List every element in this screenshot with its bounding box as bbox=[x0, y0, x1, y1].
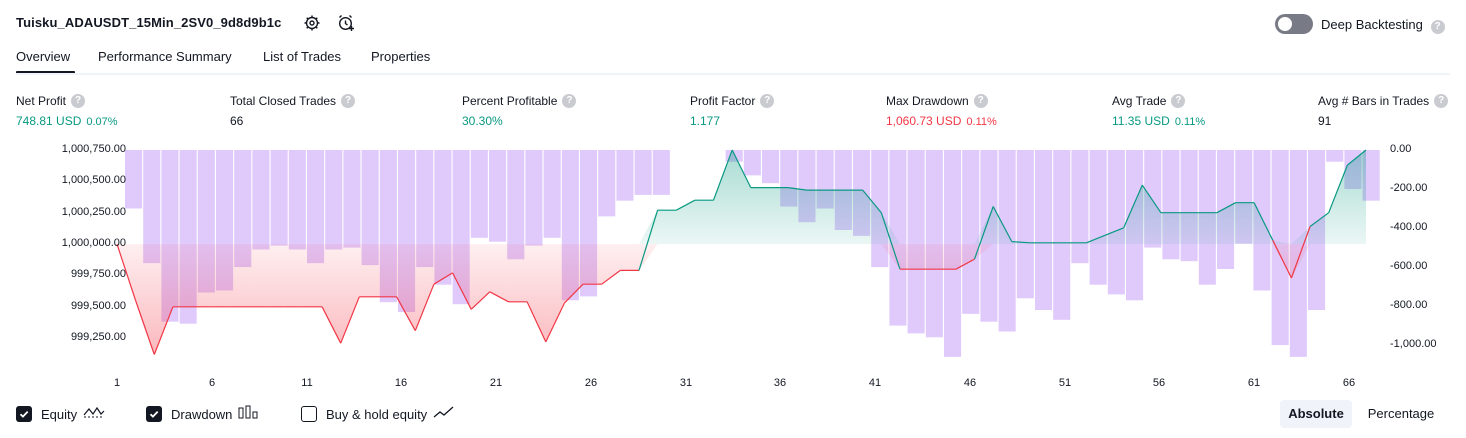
x-axis-tick: 51 bbox=[1050, 377, 1080, 389]
drawdown-bar bbox=[1053, 150, 1070, 320]
drawdown-bar bbox=[489, 150, 506, 242]
drawdown-bar bbox=[1090, 150, 1107, 285]
drawdown-bar bbox=[744, 150, 761, 175]
x-axis-tick: 36 bbox=[765, 377, 795, 389]
drawdown-bars-icon bbox=[238, 405, 258, 424]
x-axis-tick: 61 bbox=[1239, 377, 1269, 389]
right-axis-tick: -1,000.00 bbox=[1390, 338, 1436, 350]
x-axis-tick: 46 bbox=[955, 377, 985, 389]
drawdown-bar bbox=[962, 150, 979, 314]
left-axis-tick: 1,000,750.00 bbox=[16, 143, 126, 155]
drawdown-bar bbox=[762, 150, 779, 183]
x-axis-tick: 21 bbox=[481, 377, 511, 389]
drawdown-bar bbox=[525, 150, 542, 246]
absolute-button[interactable]: Absolute bbox=[1280, 400, 1352, 428]
x-axis-tick: 16 bbox=[386, 377, 416, 389]
equity-label: Equity bbox=[41, 407, 77, 422]
percentage-button[interactable]: Percentage bbox=[1358, 400, 1444, 428]
drawdown-bar bbox=[544, 150, 561, 238]
equity-checkbox[interactable] bbox=[16, 406, 32, 422]
drawdown-bar bbox=[471, 150, 488, 238]
legend-drawdown[interactable]: Drawdown bbox=[146, 403, 258, 425]
right-axis-tick: -400.00 bbox=[1390, 221, 1427, 233]
buy-hold-label: Buy & hold equity bbox=[326, 407, 427, 422]
x-axis-tick: 26 bbox=[576, 377, 606, 389]
x-axis-tick: 41 bbox=[860, 377, 890, 389]
drawdown-bar bbox=[125, 150, 142, 209]
equity-loss-area bbox=[117, 244, 1366, 354]
x-axis-tick: 31 bbox=[671, 377, 701, 389]
drawdown-bar bbox=[1017, 150, 1034, 298]
left-axis-tick: 1,000,000.00 bbox=[16, 237, 126, 249]
drawdown-bar bbox=[908, 150, 925, 333]
drawdown-bar bbox=[616, 150, 633, 201]
x-axis-tick: 6 bbox=[197, 377, 227, 389]
left-axis-tick: 999,750.00 bbox=[16, 268, 126, 280]
drawdown-bar bbox=[1071, 150, 1088, 263]
drawdown-bar bbox=[926, 150, 943, 337]
buy-hold-checkbox[interactable] bbox=[301, 406, 317, 422]
drawdown-bar bbox=[289, 150, 306, 250]
drawdown-bar bbox=[1181, 150, 1198, 261]
legend-equity[interactable]: Equity bbox=[16, 403, 105, 425]
drawdown-bar bbox=[507, 150, 524, 259]
drawdown-bar bbox=[343, 150, 360, 248]
drawdown-bar bbox=[1035, 150, 1052, 310]
drawdown-bar bbox=[653, 150, 670, 195]
left-axis-tick: 999,250.00 bbox=[16, 331, 126, 343]
right-axis-tick: -600.00 bbox=[1390, 260, 1427, 272]
x-axis-tick: 1 bbox=[102, 377, 132, 389]
left-axis-tick: 1,000,250.00 bbox=[16, 206, 126, 218]
right-axis-tick: 0.00 bbox=[1390, 143, 1411, 155]
left-axis-tick: 999,500.00 bbox=[16, 300, 126, 312]
equity-line-icon bbox=[83, 405, 105, 424]
drawdown-bar bbox=[252, 150, 269, 250]
buy-hold-line-icon bbox=[433, 405, 455, 424]
legend-buy-hold[interactable]: Buy & hold equity bbox=[301, 403, 455, 425]
drawdown-bar bbox=[271, 150, 288, 246]
x-axis-tick: 11 bbox=[292, 377, 322, 389]
x-axis-tick: 66 bbox=[1334, 377, 1364, 389]
right-axis-tick: -800.00 bbox=[1390, 299, 1427, 311]
drawdown-bar bbox=[1108, 150, 1125, 294]
drawdown-bar bbox=[1326, 150, 1343, 162]
drawdown-bar bbox=[635, 150, 652, 195]
right-axis-tick: -200.00 bbox=[1390, 182, 1427, 194]
drawdown-checkbox[interactable] bbox=[146, 406, 162, 422]
x-axis-tick: 56 bbox=[1144, 377, 1174, 389]
drawdown-bar bbox=[325, 150, 342, 250]
left-axis-tick: 1,000,500.00 bbox=[16, 174, 126, 186]
drawdown-label: Drawdown bbox=[171, 407, 232, 422]
drawdown-bar bbox=[598, 150, 615, 216]
